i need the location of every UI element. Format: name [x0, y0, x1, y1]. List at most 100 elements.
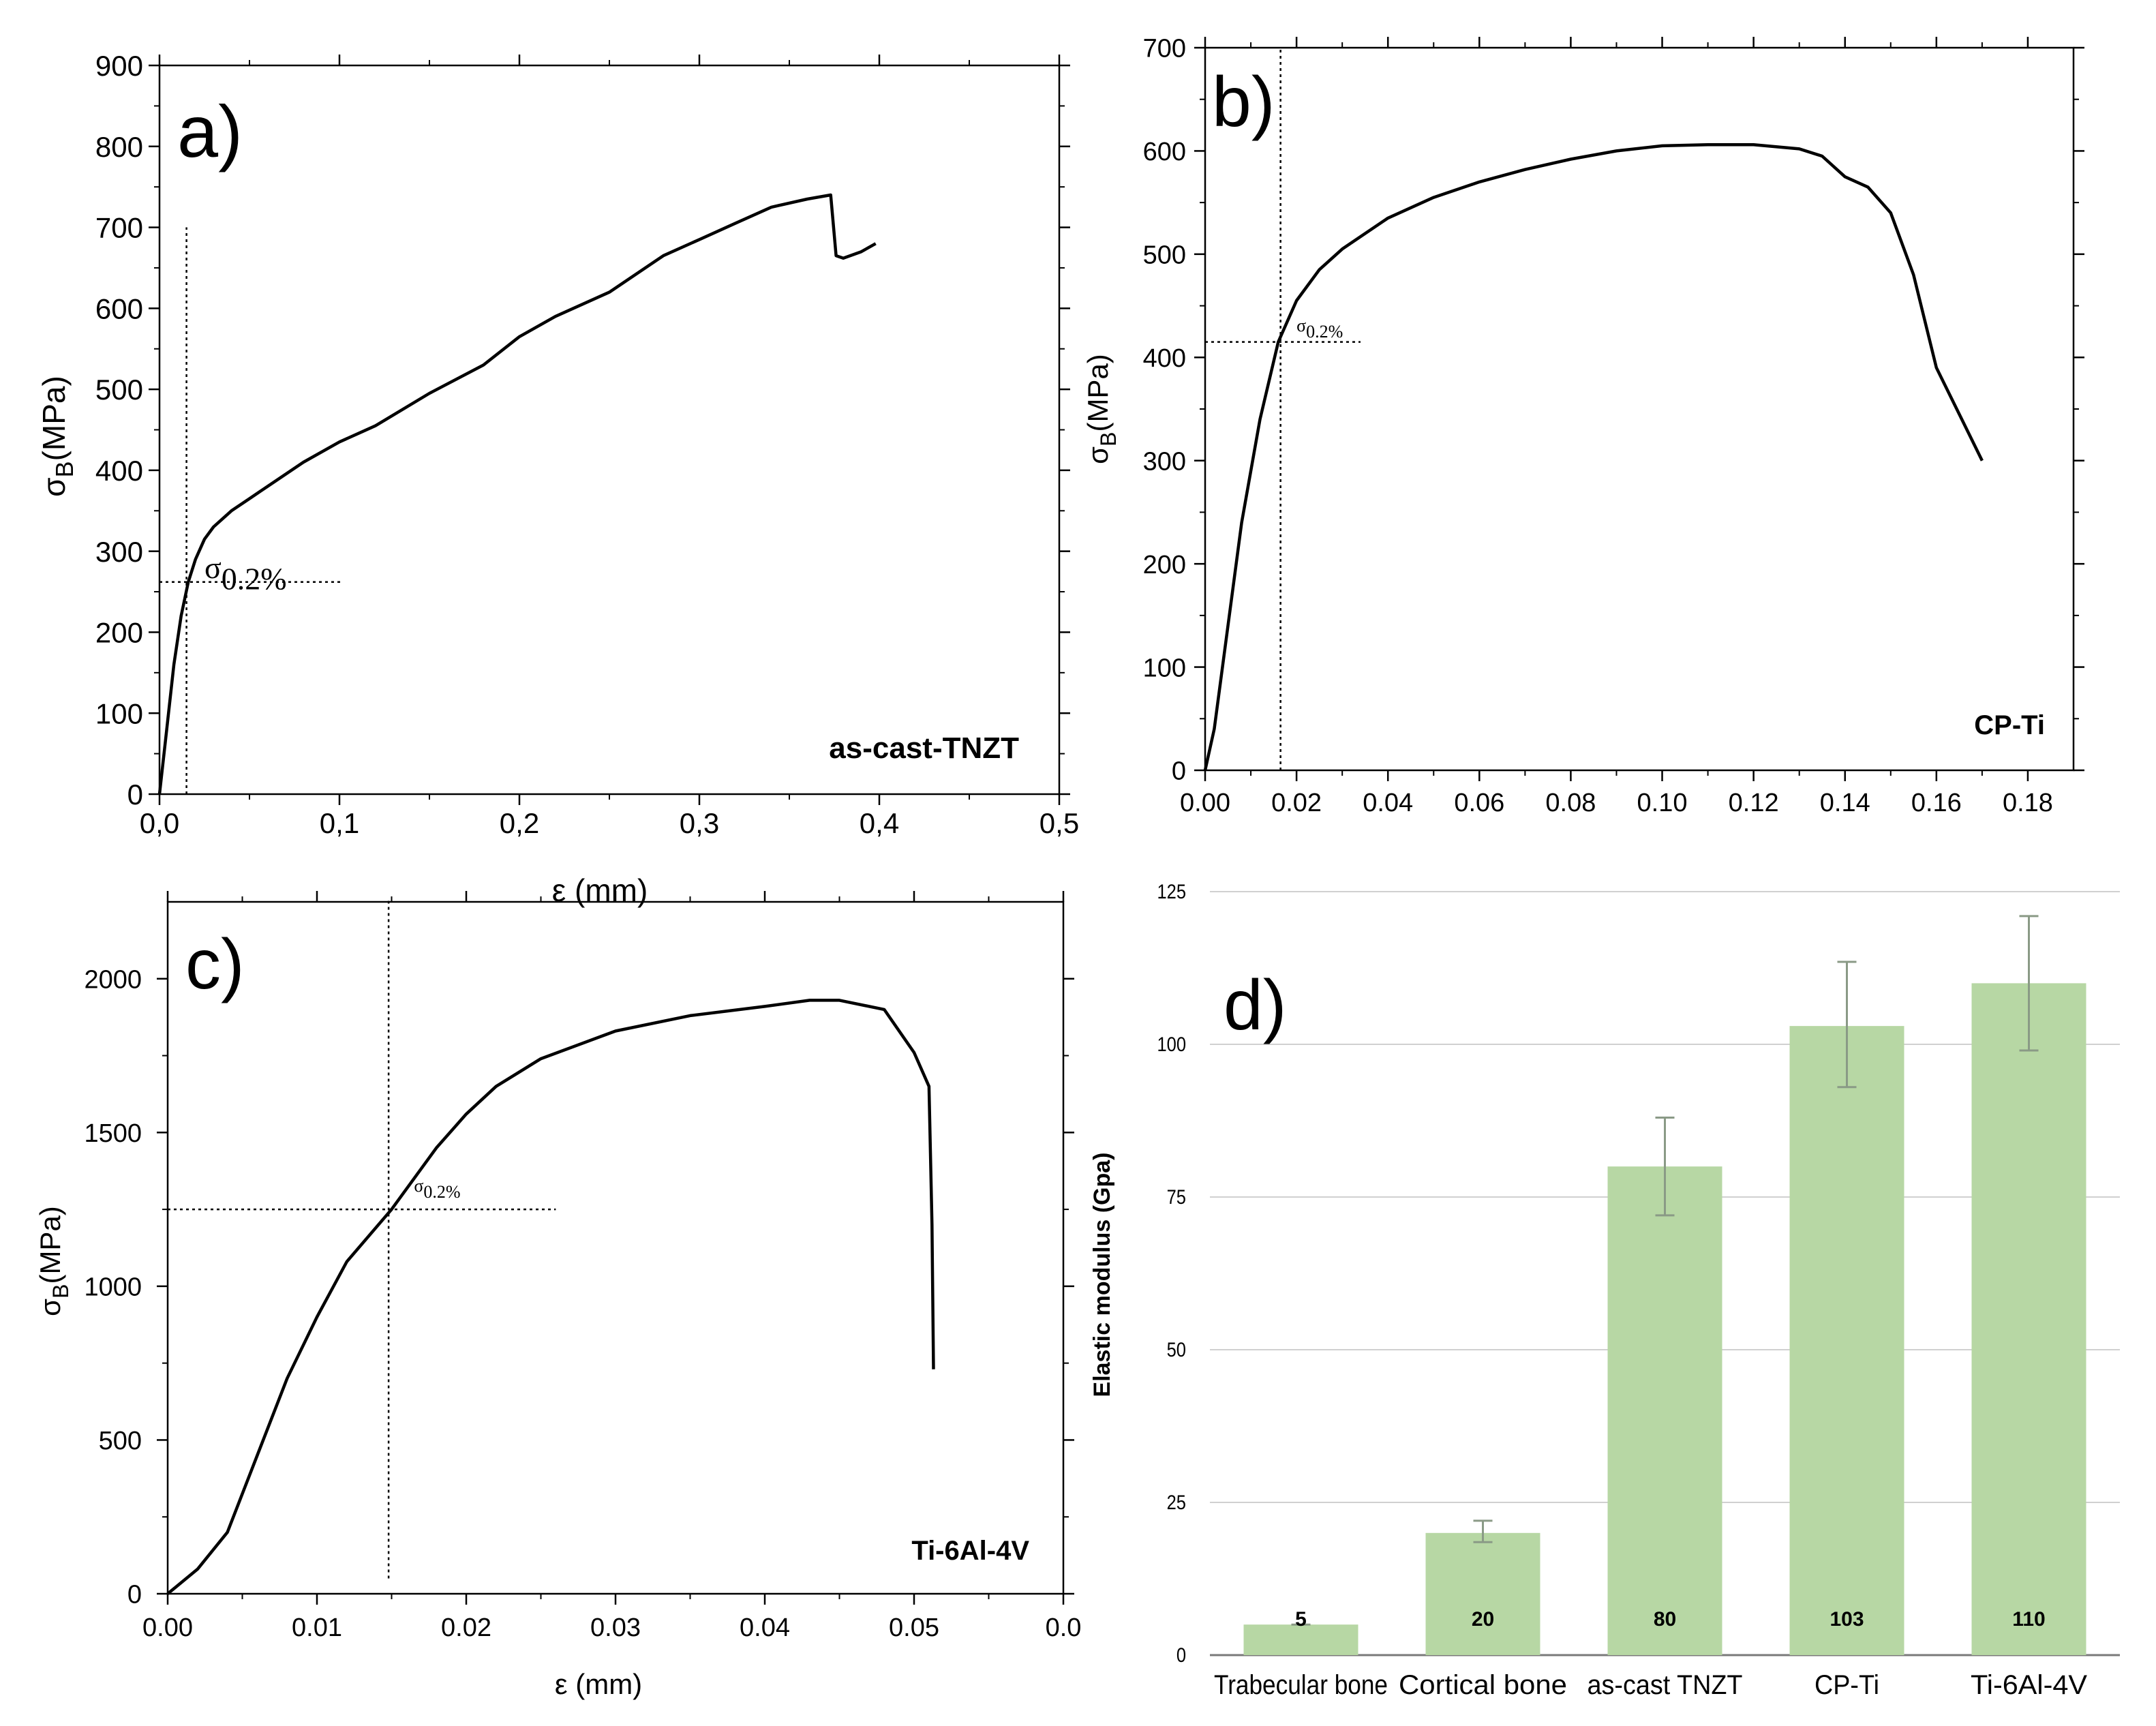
plot-frame [158, 64, 1061, 796]
x-tick-label: 0.05 [889, 1614, 939, 1642]
y-axis-label-main: σ [36, 477, 72, 496]
x-tick-label: 0.14 [1820, 789, 1870, 817]
y-tick-label: 300 [1143, 447, 1186, 476]
yield-annotation-sub: 0.2% [423, 1182, 460, 1202]
legend-label: Ti-6Al-4V [911, 1536, 1029, 1566]
panel-label: a) [177, 90, 243, 172]
y-tick-label: 700 [1143, 35, 1186, 63]
bar-value-label: 110 [2012, 1608, 2045, 1631]
y-tick-label: 300 [95, 536, 143, 568]
y-tick-label: 200 [1143, 551, 1186, 579]
yield-annotation: σ0.2% [414, 1176, 460, 1202]
category-label: Ti-6Al-4V [1971, 1670, 2087, 1700]
bar [1971, 983, 2086, 1655]
panel-label: b) [1212, 63, 1275, 142]
y-tick-label: 0 [1176, 1644, 1186, 1666]
x-tick-label: 0.02 [1271, 789, 1322, 817]
y-tick-label: 1500 [84, 1119, 142, 1148]
x-tick-label: 0.00 [1180, 789, 1230, 817]
panel-label: c) [185, 925, 245, 1004]
y-tick-label: 125 [1157, 880, 1186, 903]
stress-strain-curve [1203, 143, 1984, 771]
y-tick-label: 0 [127, 778, 143, 811]
panel-d: 0 25 50 75 100 125 Elastic modulus (Gpa) 5 Trabe… [1089, 880, 2120, 1700]
y-tick-label: 500 [99, 1427, 142, 1455]
y-tick-label: 100 [1143, 654, 1186, 682]
y-axis-label-rest: (MPa) [36, 376, 72, 461]
y-tick-label: 2000 [84, 965, 142, 994]
y-axis-label: σB(MPa) [1082, 354, 1121, 464]
x-tick-label: 0.12 [1729, 789, 1779, 817]
x-tick-label: 0.04 [1363, 789, 1413, 817]
x-tick-label: 0,0 [140, 807, 179, 839]
y-tick-label: 800 [95, 131, 143, 163]
plot-frame [1204, 46, 2075, 772]
x-tick-label: 0.06 [1454, 789, 1504, 817]
bar-value-label: 5 [1295, 1608, 1307, 1631]
x-tick-label: 0.00 [142, 1614, 193, 1642]
stress-strain-curve [166, 999, 935, 1595]
yield-annotation-main: σ [414, 1176, 423, 1196]
y-axis-label-sub: B [1096, 432, 1121, 446]
y-tick-label: 900 [95, 50, 143, 82]
panel-label: d) [1224, 966, 1286, 1045]
panel-a: 0,0 0,1 0,2 0,3 0,4 0,5 0 100 200 300 400 500 600 700… [36, 50, 1079, 908]
category-label: Trabecular bone [1214, 1670, 1388, 1700]
yield-annotation-sub: 0.2% [1306, 322, 1343, 342]
y-tick-label: 200 [95, 617, 143, 649]
x-tick-label: 0.0 [1046, 1614, 1082, 1642]
legend-label: CP-Ti [1974, 710, 2045, 740]
x-tick-label: 0.16 [1911, 789, 1962, 817]
x-tick-label: 0.02 [441, 1614, 491, 1642]
yield-annotation-sub: 0.2% [222, 561, 287, 596]
bar-value-label: 80 [1654, 1608, 1676, 1631]
y-tick-label: 25 [1167, 1491, 1186, 1513]
x-tick-label: 0,1 [320, 807, 359, 839]
yield-annotation: σ0.2% [204, 550, 287, 596]
x-tick-label: 0.18 [2003, 789, 2053, 817]
plot-frame [166, 900, 1065, 1595]
bar [1243, 1624, 1358, 1655]
legend-label: as-cast-TNZT [829, 731, 1019, 765]
bar [1425, 1532, 1540, 1655]
x-tick-label: 0,3 [680, 807, 719, 839]
bar [1607, 1166, 1722, 1655]
category-label: as-cast TNZT [1588, 1670, 1743, 1700]
y-tick-label: 100 [95, 697, 143, 729]
y-axis-label-sub: B [48, 1284, 73, 1299]
y-tick-label: 700 [95, 212, 143, 244]
x-tick-label: 0.03 [590, 1614, 641, 1642]
yield-annotation-main: σ [1296, 316, 1306, 335]
bar [1789, 1026, 1904, 1655]
y-tick-label: 0 [1172, 757, 1186, 786]
y-tick-label: 600 [1143, 138, 1186, 166]
y-tick-label: 400 [1143, 344, 1186, 373]
x-tick-label: 0,4 [860, 807, 899, 839]
panel-c: 0.00 0.01 0.02 0.03 0.04 0.05 0.00500100015002… [34, 891, 1081, 1700]
y-tick-label: 500 [95, 374, 143, 406]
category-label: CP-Ti [1815, 1670, 1879, 1700]
y-axis-label: Elastic modulus (Gpa) [1089, 1153, 1115, 1397]
bar-value-label: 103 [1829, 1608, 1864, 1631]
y-axis-label-main: σ [1082, 446, 1114, 464]
y-tick-label: 400 [95, 455, 143, 487]
y-tick-label: 100 [1157, 1033, 1186, 1055]
y-tick-label: 0 [127, 1581, 142, 1609]
yield-annotation-main: σ [204, 550, 222, 585]
y-axis-label-sub: B [50, 461, 78, 477]
y-axis-label-rest: (MPa) [34, 1206, 66, 1284]
y-tick-label: 500 [1143, 241, 1186, 270]
y-axis-label: σB(MPa) [36, 376, 78, 497]
y-tick-label: 50 [1167, 1338, 1186, 1361]
stress-strain-curve [157, 193, 877, 795]
x-tick-label: 0.10 [1637, 789, 1688, 817]
panel-b: 0.00 0.02 0.04 0.06 0.08 0.10 0.12 0.14 0.16 0.18… [1082, 35, 2084, 817]
y-axis-label-rest: (MPa) [1082, 354, 1114, 432]
yield-annotation: σ0.2% [1296, 316, 1343, 342]
y-tick-label: 600 [95, 292, 143, 324]
category-label: Cortical bone [1399, 1670, 1567, 1700]
y-axis-label: σB(MPa) [34, 1206, 73, 1316]
x-tick-label: 0.04 [740, 1614, 790, 1642]
y-tick-label: 75 [1167, 1185, 1186, 1208]
